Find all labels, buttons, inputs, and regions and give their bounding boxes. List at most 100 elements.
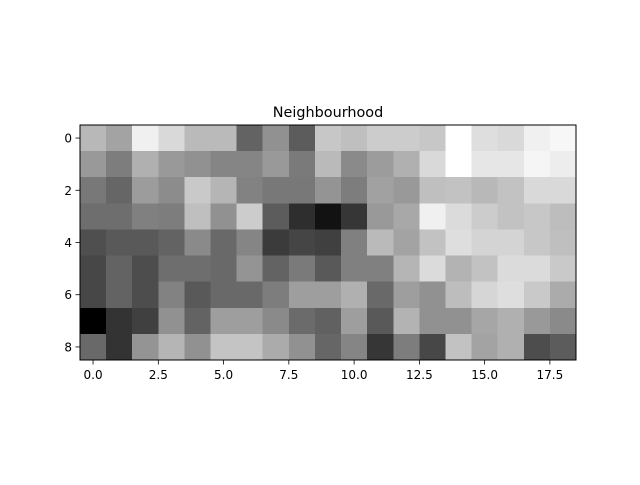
heatmap-cell xyxy=(106,307,133,335)
x-tick-label: 12.5 xyxy=(406,368,433,382)
heatmap-cell xyxy=(549,151,577,178)
heatmap-cell xyxy=(314,203,342,231)
heatmap-cell xyxy=(471,177,499,204)
heatmap-cell xyxy=(80,177,107,204)
heatmap-cell xyxy=(393,281,420,309)
heatmap-cell xyxy=(132,333,159,361)
heatmap-cell xyxy=(262,177,290,204)
heatmap-cell xyxy=(445,151,473,178)
heatmap-cell xyxy=(158,203,186,231)
heatmap-cell xyxy=(106,125,133,152)
heatmap-cell xyxy=(288,203,316,231)
heatmap-cell xyxy=(158,229,186,257)
heatmap-cell xyxy=(236,281,264,309)
heatmap-cell xyxy=(419,281,447,309)
heatmap-cell xyxy=(314,307,342,335)
heatmap-cell xyxy=(523,333,551,361)
heatmap-cell xyxy=(471,255,499,283)
axes: 0.0 2.5 5.0 7.5 10.0 12.5 15.0 17.5 0 2 4 6 8 xyxy=(64,124,577,382)
heatmap-cell xyxy=(523,281,551,309)
heatmap-cell xyxy=(367,203,394,231)
heatmap-cell xyxy=(341,255,368,283)
heatmap-cell xyxy=(341,177,368,204)
heatmap-cell xyxy=(210,255,238,283)
heatmap-cell xyxy=(341,307,368,335)
heatmap-cell xyxy=(367,229,394,257)
heatmap-cell xyxy=(471,307,499,335)
heatmap-cell xyxy=(445,177,473,204)
heatmap-cell xyxy=(445,333,473,361)
heatmap-cell xyxy=(367,125,394,152)
heatmap-cell xyxy=(288,307,316,335)
heatmap-cell xyxy=(288,125,316,152)
heatmap-cell xyxy=(106,229,133,257)
heatmap-cell xyxy=(210,307,238,335)
heatmap-cell xyxy=(184,203,212,231)
heatmap-cell xyxy=(158,307,186,335)
heatmap-cell xyxy=(523,307,551,335)
heatmap-cell xyxy=(132,203,159,231)
heatmap-cell xyxy=(341,203,368,231)
heatmap-cell xyxy=(262,203,290,231)
heatmap-cell xyxy=(314,281,342,309)
heatmap-cell xyxy=(158,281,186,309)
heatmap-cell xyxy=(523,255,551,283)
heatmap-cell xyxy=(106,151,133,178)
heatmap-cell xyxy=(314,333,342,361)
heatmap-cell xyxy=(80,203,107,231)
heatmap-cell xyxy=(288,151,316,178)
heatmap-cell xyxy=(497,203,525,231)
heatmap-cell xyxy=(158,151,186,178)
heatmap-cell xyxy=(445,281,473,309)
heatmap-cell xyxy=(106,177,133,204)
heatmap-cell xyxy=(132,307,159,335)
heatmap-cell xyxy=(184,151,212,178)
heatmap-cell xyxy=(210,177,238,204)
x-tick-label: 2.5 xyxy=(149,368,168,382)
heatmap-cell xyxy=(549,203,577,231)
heatmap-cell xyxy=(210,125,238,152)
heatmap-cell xyxy=(80,255,107,283)
heatmap-cell xyxy=(184,255,212,283)
heatmap-cell xyxy=(106,255,133,283)
heatmap-cell xyxy=(262,151,290,178)
heatmap-cell xyxy=(419,151,447,178)
chart-title: Neighbourhood xyxy=(273,105,383,121)
heatmap-cell xyxy=(341,229,368,257)
heatmap-cell xyxy=(236,151,264,178)
heatmap-cell xyxy=(132,125,159,152)
heatmap-cell xyxy=(288,177,316,204)
heatmap-cell xyxy=(158,177,186,204)
heatmap-cell xyxy=(471,229,499,257)
heatmap-cell xyxy=(132,281,159,309)
heatmap-cell xyxy=(262,281,290,309)
heatmap-cell xyxy=(367,177,394,204)
y-tick-label: 2 xyxy=(64,184,72,198)
heatmap-cell xyxy=(497,307,525,335)
heatmap-cell xyxy=(393,151,420,178)
x-tick-label: 15.0 xyxy=(471,368,498,382)
heatmap-cell xyxy=(314,229,342,257)
heatmap-cell xyxy=(419,177,447,204)
heatmap-cell xyxy=(236,333,264,361)
heatmap-cell xyxy=(184,229,212,257)
y-tick-label: 4 xyxy=(64,236,72,250)
heatmap-cell xyxy=(419,229,447,257)
heatmap-cell xyxy=(445,125,473,152)
heatmap-cell xyxy=(80,229,107,257)
heatmap-cell xyxy=(106,333,133,361)
heatmap-cell xyxy=(393,255,420,283)
x-tick-label: 0.0 xyxy=(84,368,103,382)
heatmap-cell xyxy=(445,307,473,335)
heatmap-cell xyxy=(445,255,473,283)
heatmap-cell xyxy=(393,125,420,152)
heatmap-cell xyxy=(523,229,551,257)
heatmap-cell xyxy=(471,125,499,152)
heatmap-cell xyxy=(80,307,107,335)
heatmap-cell xyxy=(236,307,264,335)
heatmap-cell xyxy=(288,333,316,361)
heatmap-cell xyxy=(184,333,212,361)
heatmap-cell xyxy=(132,177,159,204)
